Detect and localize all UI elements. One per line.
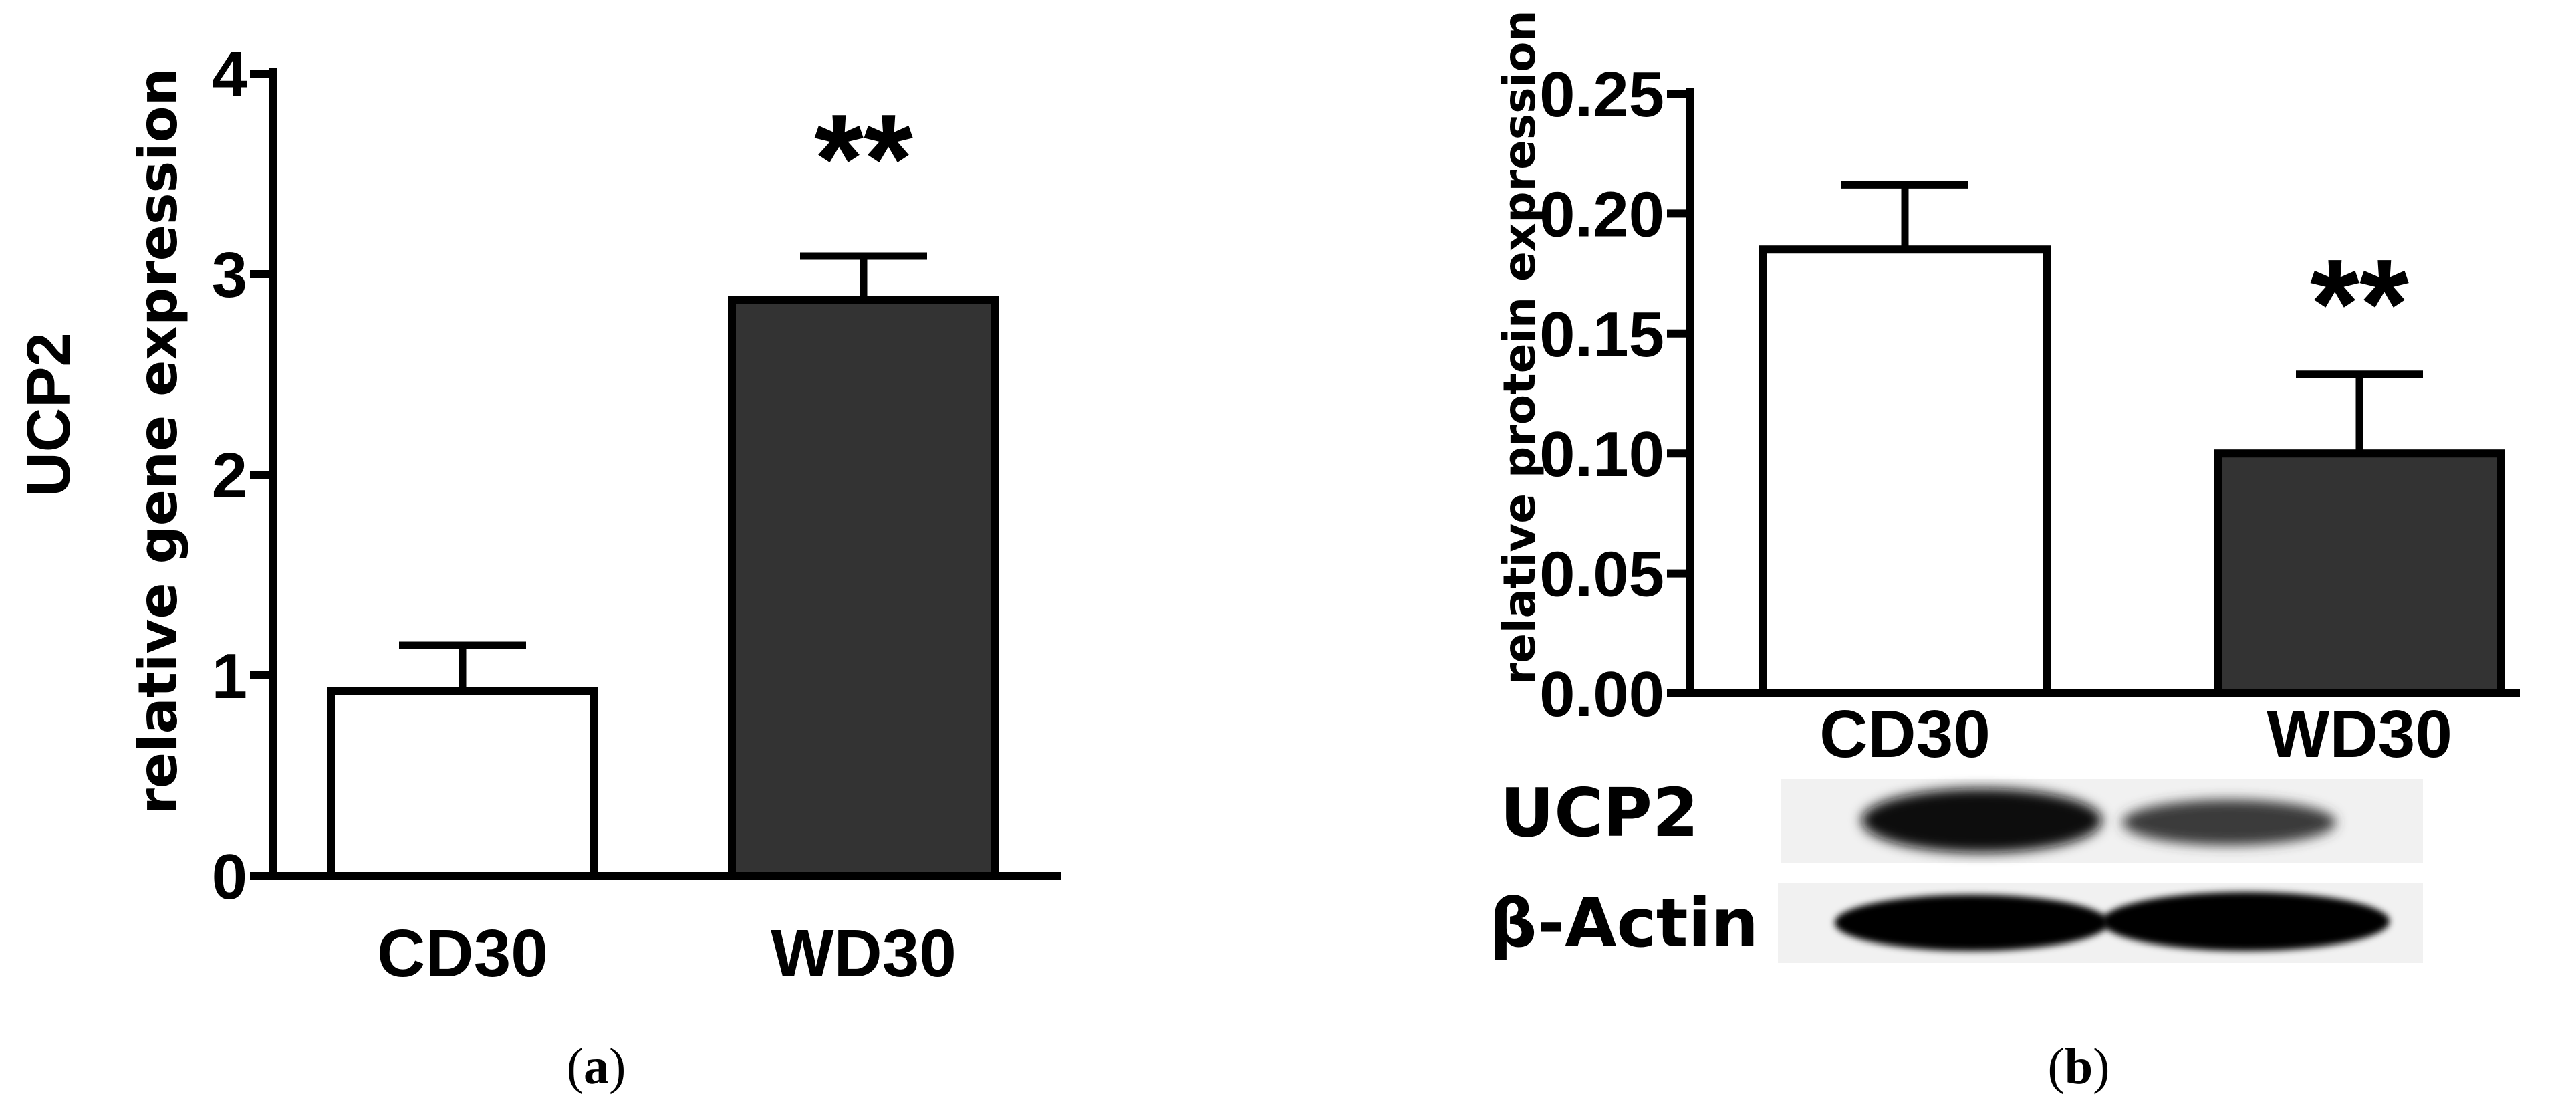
y-tick-label: 2 xyxy=(212,440,247,512)
ucp2-band-cd30 xyxy=(1861,788,2102,853)
bar-cd30 xyxy=(1759,245,2051,698)
chart-a: 0 1 2 3 4 CD30 WD30 ** UCP2 relative gene exp… xyxy=(15,39,1061,991)
y-ticks-a: 0 1 2 3 4 xyxy=(212,39,273,913)
y-tick-label: 0.10 xyxy=(1539,419,1664,490)
y-tick-label: 0.15 xyxy=(1539,299,1664,370)
ucp2-band-wd30 xyxy=(2122,800,2336,845)
y-tick-label: 4 xyxy=(212,39,247,110)
axes-b xyxy=(1686,88,2520,697)
y-tick-label: 1 xyxy=(212,641,247,712)
y-tick-label: 0.00 xyxy=(1539,659,1664,730)
bar-cd30 xyxy=(327,687,598,880)
x-tick-label: WD30 xyxy=(771,916,956,991)
y-axis-label-b: relative protein expression xyxy=(1494,11,1545,685)
panel-label-a: (a) xyxy=(567,1038,626,1095)
y-ticks-b: 0.00 0.05 0.10 0.15 0.20 0.25 xyxy=(1539,59,1690,730)
x-tick-label: CD30 xyxy=(1819,697,1990,772)
x-categories-a: CD30 WD30 xyxy=(377,916,956,991)
blot-strip-beta-actin xyxy=(1778,883,2423,963)
blot-label-ucp2: UCP2 xyxy=(1500,774,1698,852)
bars-a xyxy=(327,252,999,880)
western-blot: UCP2 β-Actin xyxy=(1489,774,2423,963)
blot-strip-ucp2 xyxy=(1781,779,2423,863)
panel-label-b: (b) xyxy=(2048,1038,2110,1095)
x-tick-label: CD30 xyxy=(377,916,548,991)
significance-b: ** xyxy=(2310,233,2409,375)
blot-label-beta-actin: β-Actin xyxy=(1489,884,1759,962)
bars-b xyxy=(1759,181,2505,698)
bar-wd30 xyxy=(2214,449,2505,697)
bar-wd30 xyxy=(728,296,999,880)
significance-marker: ** xyxy=(814,88,913,230)
actin-band-cd30 xyxy=(1835,895,2109,951)
x-categories-b: CD30 WD30 xyxy=(1819,697,2452,772)
y-axis-label-a: relative gene expression xyxy=(127,68,189,814)
y-tick-label: 3 xyxy=(212,239,247,311)
y-tick-label: 0.20 xyxy=(1539,179,1664,250)
actin-band-wd30 xyxy=(2102,892,2390,951)
y-tick-label: 0 xyxy=(212,841,247,913)
y-tick-label: 0.25 xyxy=(1539,59,1664,130)
y-axis-title-a: UCP2 xyxy=(15,332,83,496)
significance-a: ** xyxy=(814,88,913,230)
chart-b: 0.00 0.05 0.10 0.15 0.20 0.25 CD30 WD30 ** rel… xyxy=(1494,11,2520,772)
y-tick-label: 0.05 xyxy=(1539,539,1664,610)
x-tick-label: WD30 xyxy=(2267,697,2452,772)
significance-marker: ** xyxy=(2310,233,2409,375)
